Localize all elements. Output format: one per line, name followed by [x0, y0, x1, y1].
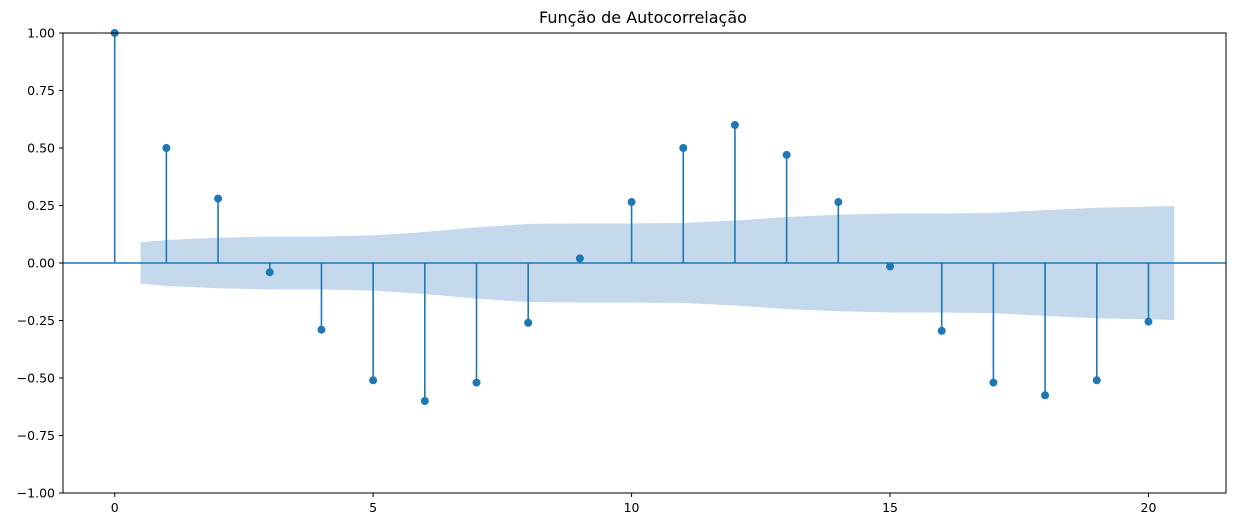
stem-marker-lag-8 [524, 318, 533, 327]
x-tick-label: 5 [369, 500, 377, 515]
stem-marker-lag-10 [627, 198, 636, 207]
stem-marker-lag-5 [369, 376, 378, 385]
y-tick-label: 0.50 [27, 141, 55, 156]
stem-marker-lag-19 [1092, 376, 1101, 385]
y-tick-label: 0.00 [27, 256, 55, 271]
stem-marker-lag-16 [937, 326, 946, 335]
x-tick-label: 10 [624, 500, 640, 515]
y-tick-label: 1.00 [27, 26, 55, 41]
stem-marker-lag-20 [1144, 317, 1153, 326]
stem-marker-lag-7 [472, 378, 481, 387]
stem-marker-lag-6 [420, 397, 429, 405]
stem-marker-lag-15 [886, 262, 895, 271]
y-tick-label: −0.50 [17, 371, 55, 386]
stem-marker-lag-18 [1041, 391, 1050, 400]
y-tick-label: −0.75 [17, 428, 55, 443]
stem-marker-lag-11 [679, 144, 688, 152]
stem-marker-lag-12 [730, 121, 739, 129]
stem-marker-lag-13 [782, 150, 791, 159]
stem-marker-lag-3 [265, 268, 274, 277]
x-axis: 0 5 10 15 20 [111, 493, 1157, 515]
y-tick-label: 0.75 [27, 83, 55, 98]
x-tick-label: 20 [1141, 500, 1157, 515]
stem-marker-lag-14 [834, 198, 843, 207]
chart-title: Função de Autocorrelação [539, 8, 747, 27]
stem-marker-lag-1 [162, 144, 171, 152]
stem-marker-lag-4 [317, 325, 326, 334]
stem-marker-lag-17 [989, 378, 998, 387]
y-tick-label: −0.25 [17, 313, 55, 328]
y-tick-label: 0.25 [27, 198, 55, 213]
x-tick-label: 0 [111, 500, 119, 515]
y-tick-label: −1.00 [17, 486, 55, 501]
stem-marker-lag-2 [214, 194, 223, 203]
stem-marker-lag-9 [575, 254, 584, 263]
x-tick-label: 15 [882, 500, 898, 515]
y-axis: 1.00 0.75 0.50 0.25 0.00 −0.25 −0.50 −0.75 −1.00 [17, 26, 63, 501]
stem-layer [63, 29, 1226, 405]
